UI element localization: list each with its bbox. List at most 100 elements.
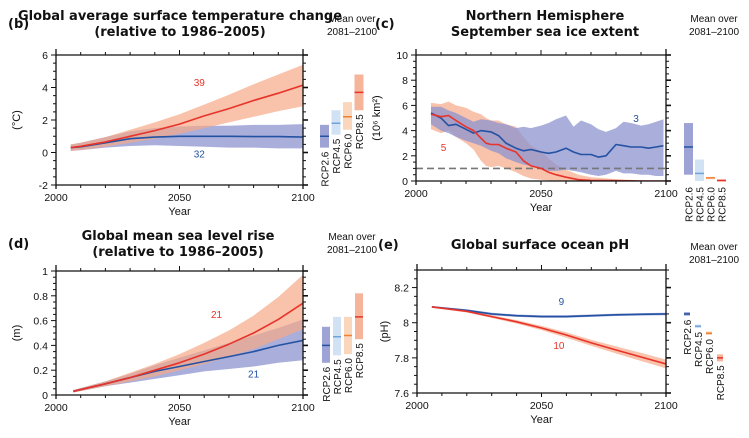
uncertainty-band-RCP26 — [70, 124, 303, 151]
side-header: 2081–2100 — [327, 245, 377, 256]
y-tick-label: 4 — [402, 126, 408, 138]
plot-area — [416, 101, 666, 181]
y-tick-label: 0 — [42, 148, 48, 160]
x-tick-label: 2100 — [654, 400, 678, 412]
side-scenario-label: RCP2.6 — [322, 366, 333, 401]
x-axis-label: Year — [168, 416, 191, 428]
y-tick-label: 0.4 — [33, 340, 48, 352]
side-range-bar-RCP45 — [695, 159, 704, 181]
panel-label: (b) — [8, 17, 29, 32]
x-tick-label: 2100 — [291, 192, 315, 204]
side-scenario-label: RCP4.5 — [333, 359, 344, 394]
model-count-label: 21 — [211, 310, 223, 321]
chart-title: September sea ice extent — [451, 25, 639, 40]
x-tick-label: 2000 — [44, 402, 68, 414]
x-axis-label: Year — [530, 414, 553, 426]
plot-area — [431, 306, 666, 369]
y-tick-label: 7.8 — [394, 353, 409, 365]
plot-area — [73, 274, 303, 393]
side-scenario-label: RCP8.5 — [355, 343, 366, 378]
y-tick-label: 2 — [402, 151, 408, 163]
panel-label: (c) — [375, 17, 395, 32]
side-scenario-label: RCP4.5 — [694, 332, 705, 367]
side-header: Mean over — [328, 232, 376, 243]
plot-area — [70, 64, 303, 151]
chart-title: Northern Hemisphere — [466, 9, 625, 24]
y-tick-label: 6 — [402, 100, 408, 112]
model-count-label: 9 — [559, 297, 565, 308]
model-count-label: 5 — [441, 143, 447, 154]
chart-title: Global surface ocean pH — [451, 238, 629, 253]
side-scenario-label: RCP4.5 — [332, 138, 343, 173]
x-tick-label: 2050 — [530, 400, 554, 412]
side-scenario-label: RCP6.0 — [344, 133, 355, 168]
uncertainty-band-RCP26 — [431, 106, 664, 176]
side-range-bar-RCP45 — [331, 110, 341, 135]
y-tick-label: 0.8 — [33, 291, 48, 303]
y-tick-label: 4 — [42, 83, 48, 95]
panel-e: (e) Global surface ocean pH 9 10 2000 2050 210… — [378, 238, 739, 426]
series-line-RCP26 — [430, 112, 664, 158]
series-line-RCP26 — [431, 306, 666, 318]
y-tick-label: 2 — [42, 115, 48, 127]
side-header: Mean over — [690, 242, 738, 253]
y-tick-label: 1 — [42, 266, 48, 278]
panel-label: (e) — [378, 238, 399, 253]
model-count-label: 39 — [194, 78, 206, 89]
side-scenario-label: RCP8.5 — [718, 187, 729, 222]
y-tick-label: 0 — [402, 176, 408, 188]
side-scenario-label: RCP2.6 — [683, 319, 694, 354]
side-header: 2081–2100 — [327, 27, 377, 38]
x-tick-label: 2100 — [291, 402, 315, 414]
x-axis-label: Year — [530, 202, 553, 214]
model-count-label: 32 — [194, 149, 206, 160]
side-range-bar-RCP26 — [684, 123, 693, 175]
side-scenario-label: RCP2.6 — [321, 151, 332, 186]
side-scenario-label: RCP2.6 — [685, 187, 696, 222]
panel-b: (b)Global average surface temperature ch… — [8, 9, 377, 218]
model-count-label: 21 — [248, 370, 260, 381]
x-tick-label: 2050 — [168, 192, 192, 204]
y-tick-label: 0.2 — [33, 365, 48, 377]
x-tick-label: 2000 — [404, 188, 428, 200]
side-scenario-label: RCP4.5 — [696, 187, 707, 222]
panel-d: (d) Global mean sea level rise(relative t… — [8, 229, 377, 428]
series-line-RCP85 — [430, 113, 666, 181]
x-tick-label: 2050 — [529, 188, 553, 200]
x-axis-label: Year — [168, 206, 191, 218]
y-axis-label: (°C) — [11, 110, 23, 130]
y-tick-label: 8 — [402, 75, 408, 87]
chart-title: (relative to 1986–2005) — [94, 25, 265, 40]
y-tick-label: 8 — [403, 318, 409, 330]
side-range-bar-RCP60 — [343, 102, 352, 130]
y-tick-label: -2 — [39, 180, 48, 192]
y-axis-label: (pH) — [379, 321, 391, 342]
y-tick-label: 10 — [396, 50, 408, 62]
side-scenario-label: RCP6.0 — [705, 339, 716, 374]
series-line-RCP85 — [70, 84, 303, 149]
chart-title: Global average surface temperature chang… — [18, 9, 342, 24]
chart-title: Global mean sea level rise — [82, 229, 275, 244]
panel-label: (d) — [8, 237, 29, 252]
side-scenario-label: RCP8.5 — [716, 365, 727, 400]
y-tick-label: 6 — [42, 50, 48, 62]
series-line-RCP85 — [431, 306, 666, 365]
side-scenario-label: RCP6.0 — [344, 358, 355, 393]
uncertainty-band-RCP85 — [73, 274, 303, 393]
model-count-label: 10 — [553, 341, 565, 352]
y-axis-label: (10⁶ km²) — [371, 95, 383, 140]
chart-title: (relative to 1986–2005) — [92, 245, 263, 260]
x-tick-label: 2050 — [168, 402, 192, 414]
side-header: Mean over — [328, 14, 376, 25]
y-tick-label: 0.6 — [33, 316, 48, 328]
x-tick-label: 2000 — [44, 192, 68, 204]
y-tick-label: 8.2 — [394, 283, 409, 295]
y-axis-label: (m) — [11, 325, 23, 342]
side-header: 2081–2100 — [689, 255, 739, 266]
model-count-label: 3 — [633, 114, 639, 125]
